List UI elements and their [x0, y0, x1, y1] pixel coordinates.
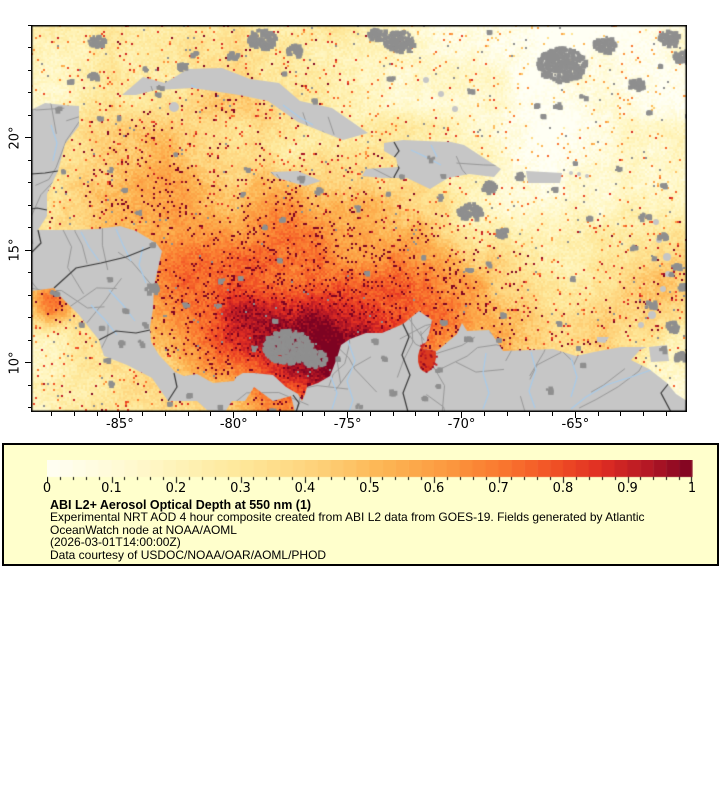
- legend-line: (2026-03-01T14:00:00Z): [50, 535, 181, 550]
- colorbar-canvas: [47, 460, 693, 484]
- lon-tick-label-75: -75°: [333, 417, 362, 432]
- axis-tick: [256, 412, 257, 416]
- legend-box: 0 0.1 0.2 0.3 0.4 0.5 0.6 0.7 0.8 0.9 1 …: [2, 443, 719, 566]
- axis-tick: [574, 412, 576, 418]
- axis-tick: [620, 412, 622, 416]
- axis-tick: [369, 412, 371, 416]
- colorbar-tick-label: 0.4: [294, 481, 316, 496]
- axis-tick: [392, 412, 394, 416]
- axis-tick: [210, 412, 212, 416]
- colorbar-tick-label: 0.1: [101, 481, 122, 496]
- axis-tick: [51, 412, 52, 416]
- lon-tick-label-80: -80°: [219, 417, 248, 432]
- axis-tick: [483, 412, 485, 416]
- axis-tick: [301, 412, 303, 416]
- axis-tick: [597, 412, 599, 416]
- axis-tick: [438, 412, 440, 416]
- legend-line: Data courtesy of USDOC/NOAA/OAR/AOML/PHO…: [50, 547, 327, 562]
- axis-tick: [461, 412, 462, 418]
- axis-tick: [324, 412, 326, 416]
- lon-tick-label-70: -70°: [447, 417, 476, 432]
- colorbar-tick-label: 0.6: [423, 481, 445, 496]
- axis-tick: [347, 412, 349, 418]
- legend-line: OceanWatch node at NOAA/AOML: [50, 522, 237, 537]
- lon-tick-label-65: -65°: [561, 417, 590, 432]
- axis-tick: [552, 412, 554, 416]
- map-frame: [31, 25, 687, 412]
- axis-tick: [233, 412, 235, 418]
- legend-title: ABI L2+ Aerosol Optical Depth at 550 nm …: [50, 498, 312, 512]
- axis-tick: [164, 412, 166, 416]
- axis-tick: [73, 412, 75, 416]
- colorbar-tick-label: 1: [687, 481, 697, 496]
- axis-tick: [278, 412, 280, 416]
- aod-map-canvas: [31, 25, 687, 412]
- colorbar-tick-label: 0.9: [617, 481, 638, 496]
- axis-tick: [529, 412, 531, 416]
- axis-tick: [119, 412, 121, 418]
- axis-tick: [643, 412, 645, 416]
- lat-tick-label-15: 15°: [7, 238, 23, 262]
- colorbar-tick-label: 0.5: [359, 481, 380, 496]
- colorbar-tick-label: 0: [42, 481, 52, 496]
- axis-tick: [96, 412, 98, 416]
- axis-tick: [506, 412, 508, 416]
- lat-tick-label-10: 10°: [7, 350, 23, 375]
- axis-tick: [415, 412, 417, 416]
- axis-tick: [666, 412, 667, 416]
- lon-tick-label-85: -85°: [105, 417, 134, 432]
- colorbar-tick-label: 0.3: [230, 481, 251, 496]
- colorbar-tick-label: 0.7: [488, 481, 509, 496]
- legend-line: Experimental NRT AOD 4 hour composite cr…: [50, 510, 645, 525]
- axis-tick: [187, 412, 189, 416]
- colorbar-tick-label: 0.8: [552, 481, 574, 496]
- axis-tick: [142, 412, 144, 416]
- lat-tick-label-20: 20°: [7, 125, 23, 150]
- colorbar-tick-label: 0.2: [165, 481, 187, 496]
- legend-caption: ABI L2+ Aerosol Optical Depth at 550 nm …: [50, 499, 645, 561]
